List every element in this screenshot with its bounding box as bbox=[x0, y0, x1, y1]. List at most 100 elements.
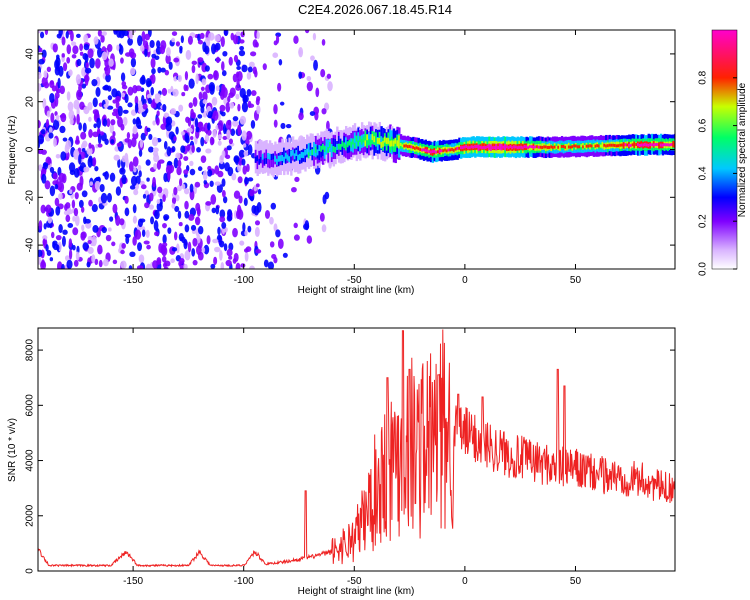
signal-cell bbox=[431, 150, 435, 154]
signal-cell bbox=[323, 146, 327, 152]
noise-speckle bbox=[142, 193, 147, 199]
noise-speckle bbox=[164, 69, 170, 76]
noise-speckle bbox=[239, 115, 247, 125]
signal-cell bbox=[419, 147, 422, 151]
noise-speckle bbox=[235, 93, 240, 100]
snr-x-ticks: -150 -100 -50 0 50 bbox=[123, 328, 581, 587]
noise-speckle bbox=[214, 181, 221, 186]
noise-speckle bbox=[139, 180, 145, 186]
noise-speckle bbox=[79, 175, 84, 187]
noise-speckle bbox=[140, 132, 146, 141]
noise-speckle bbox=[95, 176, 101, 182]
noise-speckle bbox=[72, 227, 79, 236]
noise-speckle bbox=[144, 48, 148, 58]
noise-speckle bbox=[111, 241, 116, 247]
noise-speckle bbox=[112, 130, 116, 137]
noise-speckle bbox=[222, 196, 228, 204]
noise-speckle bbox=[128, 161, 134, 172]
signal-cell bbox=[309, 142, 313, 156]
noise-speckle bbox=[249, 265, 255, 269]
noise-speckle bbox=[187, 241, 192, 253]
noise-speckle bbox=[84, 67, 92, 74]
noise-speckle bbox=[275, 35, 280, 44]
noise-speckle bbox=[178, 261, 182, 267]
noise-speckle bbox=[319, 212, 325, 222]
noise-speckle bbox=[285, 123, 292, 129]
noise-speckle bbox=[122, 116, 128, 126]
noise-speckle bbox=[44, 30, 49, 36]
signal-cell bbox=[369, 139, 373, 146]
noise-speckle bbox=[44, 180, 51, 190]
noise-speckle bbox=[277, 82, 282, 92]
noise-speckle bbox=[85, 61, 89, 69]
noise-speckle bbox=[241, 130, 247, 141]
noise-speckle bbox=[156, 40, 161, 48]
signal-cell bbox=[348, 139, 351, 153]
noise-speckle bbox=[162, 194, 166, 202]
noise-speckle bbox=[119, 167, 126, 175]
noise-speckle bbox=[91, 235, 97, 247]
noise-speckle bbox=[137, 35, 143, 47]
signal-cell bbox=[348, 139, 351, 146]
noise-speckle bbox=[190, 108, 194, 119]
signal-cell bbox=[580, 144, 583, 148]
signal-cell bbox=[612, 143, 615, 147]
signal-cell bbox=[353, 132, 357, 146]
signal-cell bbox=[594, 144, 597, 148]
signal-cell bbox=[590, 144, 594, 148]
noise-speckle bbox=[81, 83, 87, 89]
signal-cell bbox=[610, 143, 613, 147]
signal-cell bbox=[667, 143, 670, 147]
noise-speckle bbox=[326, 120, 330, 131]
signal-cell bbox=[307, 152, 311, 159]
signal-cell bbox=[601, 144, 604, 148]
signal-cell bbox=[479, 145, 482, 149]
noise-speckle bbox=[191, 144, 195, 153]
signal-cell bbox=[288, 148, 291, 163]
noise-speckle bbox=[202, 91, 208, 102]
signal-cell bbox=[387, 137, 390, 144]
noise-speckle bbox=[223, 243, 228, 252]
noise-speckle bbox=[250, 90, 257, 96]
spectrogram-heatmap bbox=[38, 30, 675, 269]
signal-cell bbox=[433, 149, 436, 153]
colorbar-tick-label: 0.6 bbox=[698, 118, 709, 132]
noise-speckle bbox=[184, 132, 189, 143]
noise-speckle bbox=[249, 189, 255, 197]
noise-speckle bbox=[61, 263, 65, 269]
signal-cell bbox=[569, 145, 573, 149]
noise-speckle bbox=[64, 203, 68, 211]
noise-speckle bbox=[197, 121, 203, 127]
spectrogram-y-tick-label: 40 bbox=[25, 48, 36, 60]
noise-speckle bbox=[142, 103, 148, 110]
signal-cell bbox=[265, 157, 268, 164]
signal-cell bbox=[258, 150, 261, 164]
noise-speckle bbox=[175, 41, 181, 47]
noise-speckle bbox=[195, 126, 200, 133]
noise-speckle bbox=[150, 73, 156, 84]
signal-cell bbox=[344, 144, 348, 151]
colorbar-tick-label: 0.4 bbox=[698, 166, 709, 180]
signal-cell bbox=[281, 155, 284, 161]
noise-speckle bbox=[183, 169, 189, 175]
noise-speckle bbox=[221, 150, 226, 159]
noise-speckle bbox=[201, 78, 207, 86]
noise-speckle bbox=[109, 216, 114, 222]
noise-speckle bbox=[99, 183, 105, 193]
noise-speckle bbox=[120, 57, 124, 64]
snr-x-tick-label: -100 bbox=[234, 576, 254, 587]
noise-speckle bbox=[48, 132, 54, 139]
signal-cell bbox=[394, 137, 397, 144]
signal-cell bbox=[474, 145, 477, 149]
signal-cell bbox=[314, 146, 318, 153]
noise-speckle bbox=[129, 67, 136, 76]
spectrogram-x-label: Height of straight line (km) bbox=[298, 285, 415, 296]
noise-speckle bbox=[152, 260, 158, 269]
signal-cell bbox=[652, 143, 656, 147]
noise-speckle bbox=[41, 173, 47, 184]
noise-speckle bbox=[264, 209, 271, 219]
noise-speckle bbox=[214, 246, 221, 253]
noise-speckle bbox=[255, 249, 262, 254]
signal-cell bbox=[385, 137, 389, 151]
